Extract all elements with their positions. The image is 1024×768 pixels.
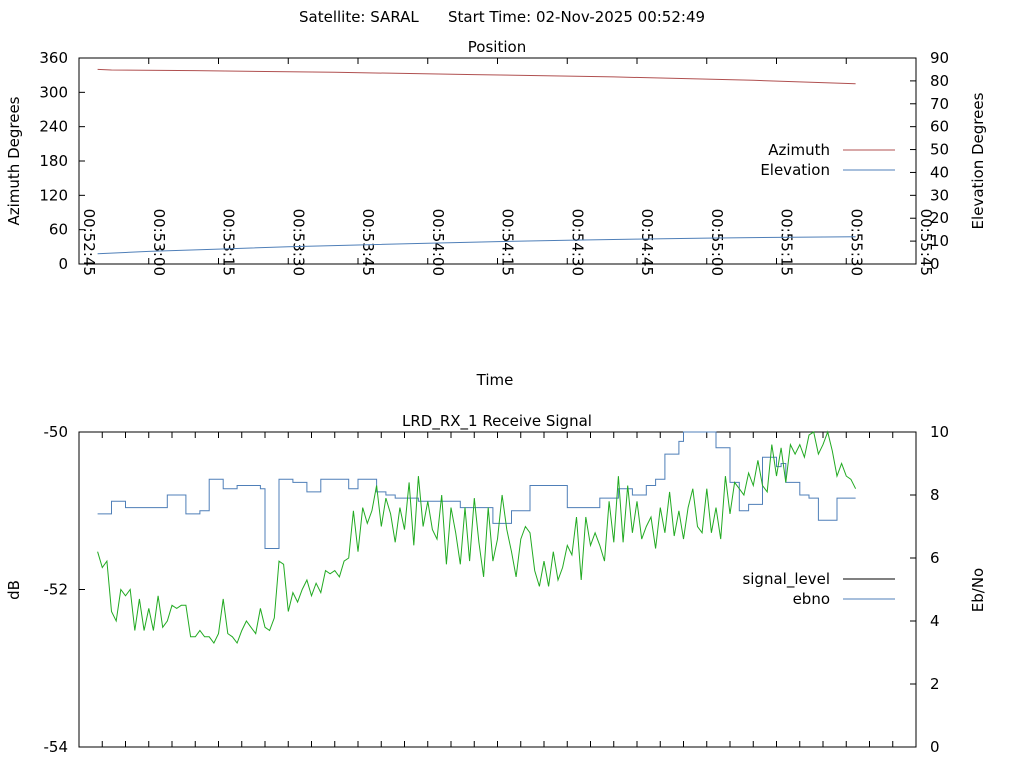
signal-legend-label: ebno [793,590,830,608]
position-y2-tick-label: 90 [930,49,949,67]
signal-y-tick-label: -50 [44,423,69,441]
position-y2-tick-label: 50 [930,141,949,159]
position-y-tick-label: 180 [39,152,68,170]
position-y-tick-label: 300 [39,83,68,101]
position-y-tick-label: 360 [39,49,68,67]
position-y2-tick-label: 0 [930,255,940,273]
position-y2-tick-label: 10 [930,232,949,250]
position-y-tick-label: 60 [49,221,68,239]
position-y2-tick-label: 80 [930,72,949,90]
position-y-tick-label: 120 [39,186,68,204]
signal-y2label: Eb/No [969,568,987,612]
position-y2-tick-label: 60 [930,118,949,136]
position-y-tick-label: 0 [58,255,68,273]
position-x-tick-label: 00:55:45 [917,209,935,276]
position-ylabel: Azimuth Degrees [5,96,23,225]
position-y2label: Elevation Degrees [969,92,987,229]
signal-y-tick-label: -54 [44,738,69,756]
position-x-tick-label: 00:53:30 [289,209,307,276]
position-series-azimuth-line [97,68,856,85]
position-series-elevation-line [97,236,856,255]
header-start-time: Start Time: 02-Nov-2025 00:52:49 [448,8,705,26]
position-xlabel: Time [476,371,514,389]
signal-plot-frame [78,431,917,748]
signal-series-ebno-line [97,431,856,549]
position-x-tick-label: 00:52:45 [80,209,98,276]
position-y2-tick-label: 20 [930,209,949,227]
signal-y2-tick-label: 2 [930,675,940,693]
signal-series-unnamed-line [97,430,857,645]
position-y2-tick-label: 70 [930,95,949,113]
position-x-tick-label: 00:53:00 [150,209,168,276]
position-x-tick-label: 00:55:30 [847,209,865,276]
signal-y2-tick-label: 4 [930,612,940,630]
position-legend-label: Elevation [760,161,830,179]
position-x-tick-label: 00:55:15 [778,209,796,276]
position-x-tick-label: 00:54:45 [638,209,656,276]
signal-title: LRD_RX_1 Receive Signal [402,412,592,431]
position-x-tick-label: 00:53:15 [220,209,238,276]
signal-y2-tick-label: 6 [930,549,940,567]
position-x-tick-label: 00:54:00 [429,209,447,276]
signal-legend-label: signal_level [742,570,830,589]
position-x-tick-label: 00:53:45 [359,209,377,276]
header-satellite: Satellite: SARAL [299,8,419,26]
position-title: Position [468,38,526,56]
position-x-tick-label: 00:55:00 [708,209,726,276]
signal-y2-tick-label: 0 [930,738,940,756]
signal-ylabel: dB [5,580,23,600]
position-x-tick-label: 00:54:30 [568,209,586,276]
position-x-tick-label: 00:54:15 [499,209,517,276]
signal-y2-tick-label: 10 [930,423,949,441]
position-panel: Position Time Azimuth Degrees Elevation … [5,38,987,389]
position-y-tick-label: 240 [39,118,68,136]
position-y2-tick-label: 40 [930,163,949,181]
position-legend-label: Azimuth [768,141,830,159]
signal-y2-tick-label: 8 [930,486,940,504]
receive-signal-panel: LRD_RX_1 Receive Signal dB Eb/No -54 -52 -… [5,412,987,756]
signal-y-tick-label: -52 [44,581,69,599]
position-y2-tick-label: 30 [930,186,949,204]
